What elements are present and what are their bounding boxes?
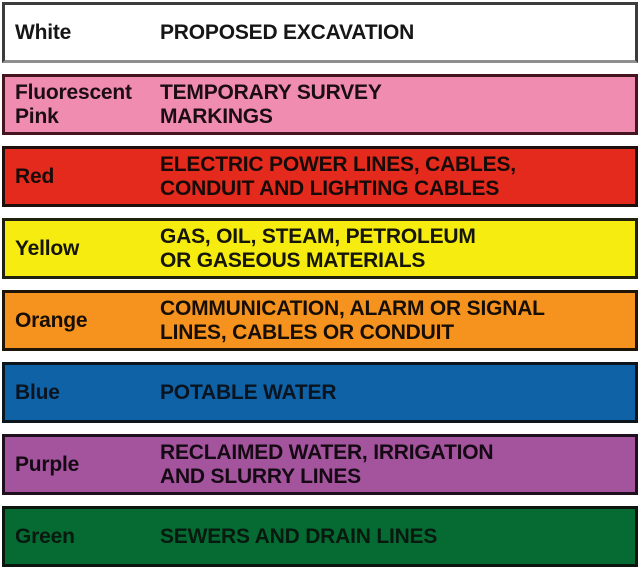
color-description-line: GAS, OIL, STEAM, PETROLEUM xyxy=(160,224,476,248)
color-description: PROPOSED EXCAVATION xyxy=(160,21,635,45)
color-band-blue: Blue POTABLE WATER xyxy=(2,362,638,423)
color-description-line: POTABLE WATER xyxy=(160,380,337,404)
color-description: ELECTRIC POWER LINES, CABLES, CONDUIT AND… xyxy=(160,153,635,201)
color-band-orange: Orange COMMUNICATION, ALARM OR SIGNAL LIN… xyxy=(2,290,638,351)
color-description-line: AND SLURRY LINES xyxy=(160,464,361,488)
color-description-line: LINES, CABLES OR CONDUIT xyxy=(160,320,454,344)
color-band-yellow: Yellow GAS, OIL, STEAM, PETROLEUM OR GASE… xyxy=(2,218,638,279)
color-name-line: White xyxy=(15,20,72,44)
color-name-line: Fluorescent xyxy=(15,80,132,104)
color-description: GAS, OIL, STEAM, PETROLEUM OR GASEOUS MAT… xyxy=(160,225,635,273)
color-band-purple: Purple RECLAIMED WATER, IRRIGATION AND SL… xyxy=(2,434,638,495)
color-name-label: Fluorescent Pink xyxy=(15,81,160,129)
color-description-line: TEMPORARY SURVEY xyxy=(160,80,382,104)
color-name-label: Orange xyxy=(15,309,160,333)
color-name-line: Purple xyxy=(15,452,80,476)
color-band-white: White PROPOSED EXCAVATION xyxy=(2,2,638,63)
color-name-line: Blue xyxy=(15,380,60,404)
color-name-line: Pink xyxy=(15,104,59,128)
color-description: POTABLE WATER xyxy=(160,381,635,405)
color-name-label: Purple xyxy=(15,453,160,477)
color-band-fluorescent-pink: Fluorescent Pink TEMPORARY SURVEY MARKINGS xyxy=(2,74,638,135)
color-name-label: Green xyxy=(15,525,160,549)
color-name-line: Green xyxy=(15,524,75,548)
color-band-green: Green SEWERS AND DRAIN LINES xyxy=(2,506,638,567)
color-name-label: White xyxy=(15,21,160,45)
color-description: COMMUNICATION, ALARM OR SIGNAL LINES, CAB… xyxy=(160,297,635,345)
color-name-line: Red xyxy=(15,164,55,188)
color-name-label: Blue xyxy=(15,381,160,405)
color-band-red: Red ELECTRIC POWER LINES, CABLES, CONDUIT… xyxy=(2,146,638,207)
color-description-line: COMMUNICATION, ALARM OR SIGNAL xyxy=(160,296,545,320)
color-description: SEWERS AND DRAIN LINES xyxy=(160,525,635,549)
color-description-line: ELECTRIC POWER LINES, CABLES, xyxy=(160,152,516,176)
color-description-line: PROPOSED EXCAVATION xyxy=(160,20,415,44)
color-description: TEMPORARY SURVEY MARKINGS xyxy=(160,81,635,129)
color-description-line: MARKINGS xyxy=(160,104,273,128)
color-name-line: Orange xyxy=(15,308,88,332)
color-description-line: CONDUIT AND LIGHTING CABLES xyxy=(160,176,500,200)
color-name-line: Yellow xyxy=(15,236,80,260)
color-description-line: RECLAIMED WATER, IRRIGATION xyxy=(160,440,494,464)
color-description: RECLAIMED WATER, IRRIGATION AND SLURRY LI… xyxy=(160,441,635,489)
color-description-line: OR GASEOUS MATERIALS xyxy=(160,248,426,272)
color-name-label: Red xyxy=(15,165,160,189)
color-description-line: SEWERS AND DRAIN LINES xyxy=(160,524,438,548)
color-name-label: Yellow xyxy=(15,237,160,261)
